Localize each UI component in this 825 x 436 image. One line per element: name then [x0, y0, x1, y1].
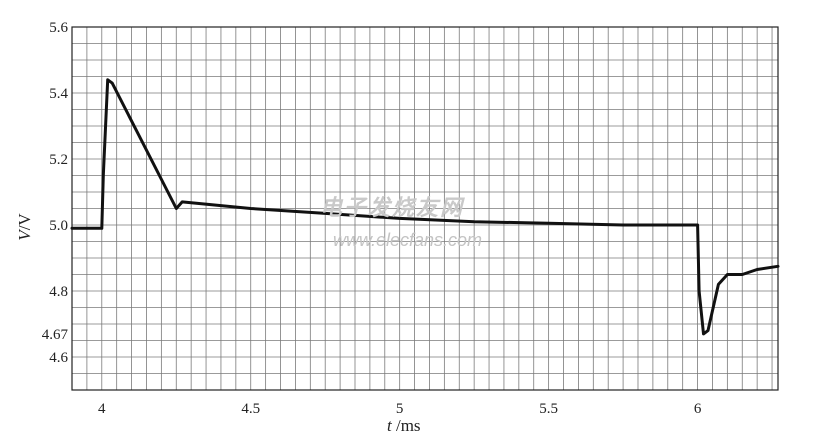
- x-tick-label: 4.5: [241, 401, 260, 417]
- x-tick-label: 5.5: [539, 401, 558, 417]
- y-axis-variable: V: [15, 228, 34, 241]
- y-tick-label: 5.6: [49, 20, 68, 36]
- x-axis-variable: t: [387, 416, 393, 435]
- x-tick-label: 4: [98, 401, 106, 417]
- series-layer: [70, 78, 780, 336]
- x-tick-label: 6: [694, 401, 702, 417]
- y-tick-label: 4.67: [42, 327, 69, 343]
- y-tick-label: 4.6: [49, 350, 68, 366]
- x-axis-unit: /ms: [392, 416, 421, 435]
- y-tick-label: 5.4: [49, 86, 68, 102]
- x-axis-label: t /ms: [387, 416, 421, 435]
- series-line: [70, 78, 780, 336]
- watermark-chinese: 电子发烧友网: [320, 195, 465, 221]
- watermark-url: www.elecfans.com: [333, 230, 482, 250]
- x-axis-ticks: 4 4.5 5 5.5 6: [98, 401, 702, 417]
- y-tick-label: 5.0: [49, 218, 68, 234]
- y-axis-ticks: 5.6 5.4 5.2 5.0 4.8 4.67 4.6: [42, 20, 69, 366]
- y-axis-label: V/V: [15, 213, 34, 241]
- y-tick-label: 5.2: [49, 152, 68, 168]
- plot-frame: [71, 26, 779, 391]
- x-tick-label: 5: [396, 401, 404, 417]
- y-tick-label: 4.8: [49, 284, 68, 300]
- y-axis-unit: /V: [15, 213, 34, 231]
